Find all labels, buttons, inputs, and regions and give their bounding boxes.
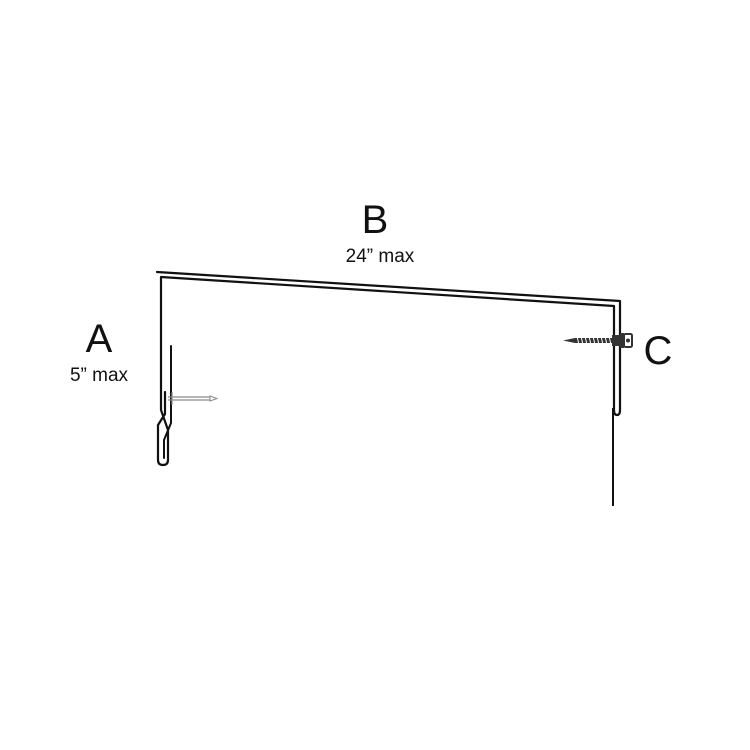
label-a-letter: A bbox=[85, 317, 113, 361]
a-leg-return bbox=[163, 345, 172, 459]
nail-icon bbox=[168, 392, 219, 405]
label-b-letter: B bbox=[361, 198, 389, 242]
screw-icon bbox=[563, 333, 633, 348]
flashing-profile bbox=[155, 270, 622, 467]
label-c-letter: C bbox=[643, 329, 673, 373]
label-a-dimension: 5” max bbox=[69, 365, 129, 386]
label-b-dimension: 24” max bbox=[345, 246, 415, 267]
